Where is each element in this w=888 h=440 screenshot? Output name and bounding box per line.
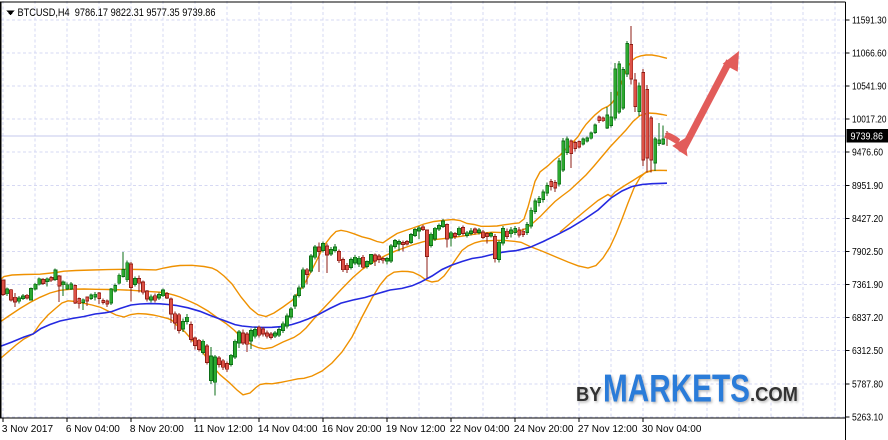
svg-text:30 Nov 04:00: 30 Nov 04:00 [642,424,702,435]
svg-text:5263.10: 5263.10 [852,412,883,423]
svg-text:22 Nov 04:00: 22 Nov 04:00 [450,424,510,435]
svg-text:10017.20: 10017.20 [852,115,887,126]
svg-text:19 Nov 12:00: 19 Nov 12:00 [386,424,446,435]
svg-text:.COM: .COM [750,384,798,406]
svg-text:9476.60: 9476.60 [852,148,883,159]
svg-text:MARKETS: MARKETS [603,368,750,411]
svg-text:9739.86: 9739.86 [851,132,884,143]
svg-text:6312.50: 6312.50 [852,346,883,357]
svg-text:7361.90: 7361.90 [852,280,883,291]
svg-text:27 Nov 12:00: 27 Nov 12:00 [578,424,638,435]
svg-text:3 Nov 2017: 3 Nov 2017 [2,424,54,435]
svg-text:10541.90: 10541.90 [852,82,887,93]
svg-text:16 Nov 20:00: 16 Nov 20:00 [322,424,382,435]
svg-text:5787.80: 5787.80 [852,379,883,390]
svg-text:BTCUSD,H4 9786.17 9822.31 957: BTCUSD,H4 9786.17 9822.31 9577.35 9739.8… [18,7,216,19]
svg-text:14 Nov 04:00: 14 Nov 04:00 [258,424,318,435]
svg-text:BY: BY [576,384,602,406]
svg-text:8 Nov 20:00: 8 Nov 20:00 [130,424,184,435]
svg-text:24 Nov 20:00: 24 Nov 20:00 [514,424,574,435]
svg-text:8951.90: 8951.90 [852,181,883,192]
svg-text:11 Nov 12:00: 11 Nov 12:00 [194,424,253,435]
svg-text:7902.50: 7902.50 [852,247,883,258]
svg-text:11066.60: 11066.60 [852,49,887,60]
svg-text:11591.30: 11591.30 [852,15,887,26]
svg-text:6837.20: 6837.20 [852,313,883,324]
svg-text:6 Nov 04:00: 6 Nov 04:00 [66,424,120,435]
svg-text:8427.20: 8427.20 [852,214,883,225]
